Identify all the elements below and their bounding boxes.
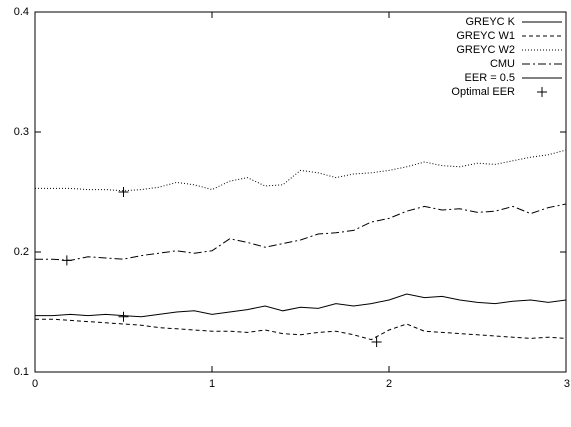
x-tick-label: 0 [32,378,38,390]
y-tick-label: 0.4 [14,6,29,18]
line [35,203,566,261]
point [371,337,382,347]
line [35,149,566,192]
line [35,318,566,341]
y-tick-label: 0.3 [14,126,29,138]
legend-label: EER = 0.5 [465,72,515,84]
x-tick-label: 2 [386,378,392,390]
legend-marker [537,87,547,97]
legend-label: GREYC W1 [456,30,515,42]
legend-label: Optimal EER [451,86,515,98]
point [118,187,129,197]
x-tick-label: 3 [564,378,570,390]
plot-area [35,149,566,347]
legend-label: GREYC W2 [456,44,515,56]
x-tick-label: 1 [209,378,215,390]
legend-label: GREYC K [465,16,515,28]
legend-label: CMU [490,58,515,70]
point [118,311,129,322]
plot-frame [34,11,567,373]
line [35,293,566,318]
y-tick-label: 0.1 [14,366,29,378]
y-tick-label: 0.2 [14,246,29,258]
point [61,255,72,266]
